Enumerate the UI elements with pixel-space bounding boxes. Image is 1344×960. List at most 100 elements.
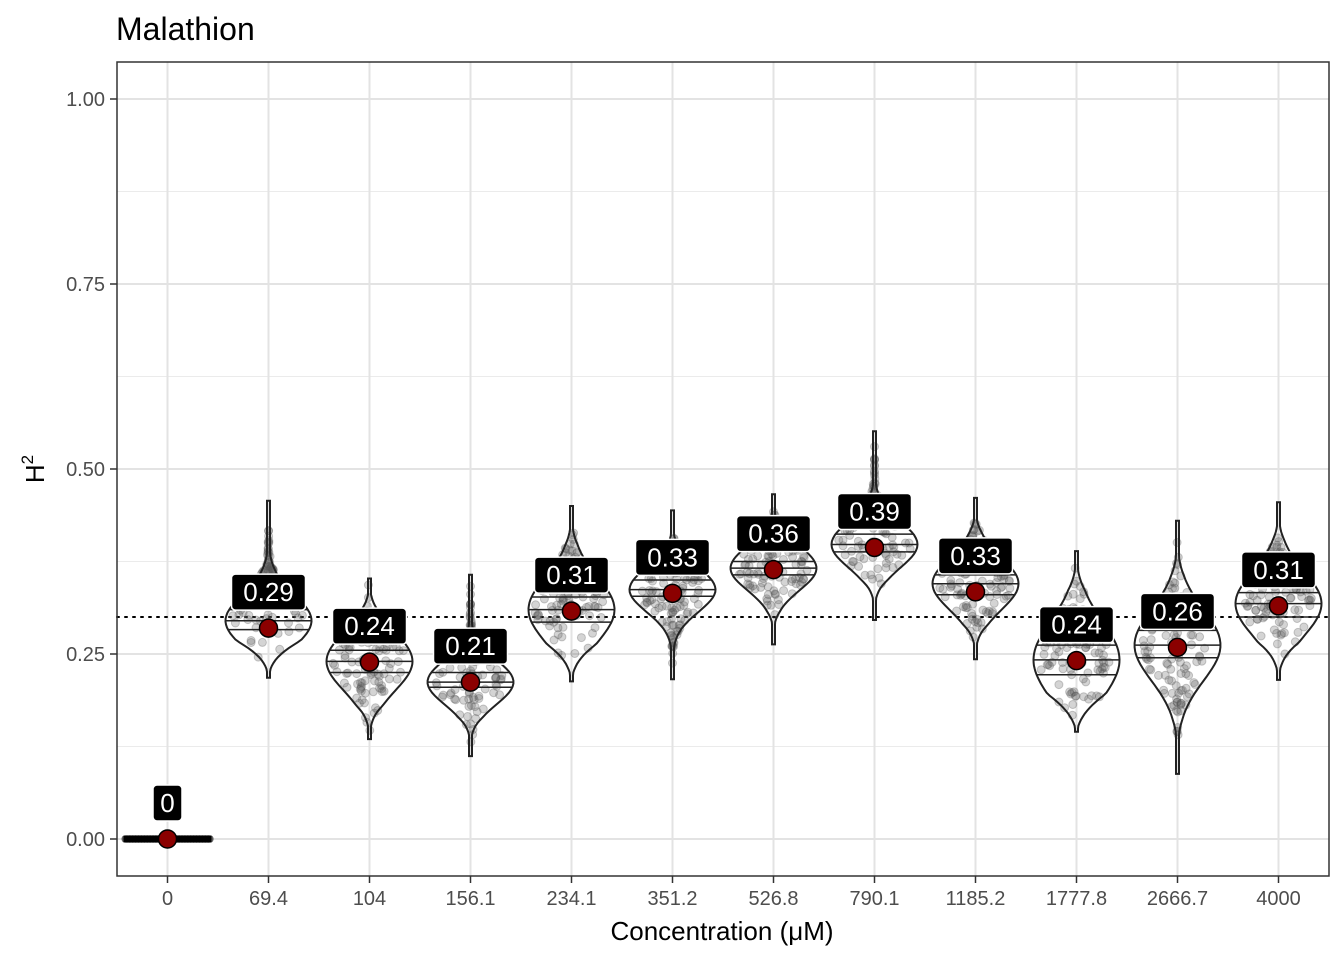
mean-label-box: [836, 492, 913, 531]
data-point: [1146, 665, 1156, 675]
data-point: [1004, 576, 1014, 585]
mean-label: 0.26: [1152, 596, 1203, 626]
data-point: [881, 563, 891, 573]
x-axis-label: Concentration (μM): [610, 916, 833, 946]
data-point: [1170, 578, 1180, 588]
data-point: [762, 594, 772, 604]
data-point: [492, 681, 502, 691]
data-point: [1167, 688, 1177, 698]
mean-point: [1066, 650, 1087, 671]
data-point: [874, 573, 884, 583]
data-point: [1256, 631, 1266, 641]
data-point: [437, 692, 447, 702]
data-point: [668, 658, 677, 668]
data-point: [668, 620, 678, 630]
data-point: [988, 607, 998, 617]
data-point: [558, 622, 568, 632]
data-point: [766, 600, 776, 610]
data-point: [1276, 630, 1286, 640]
data-point: [791, 579, 801, 589]
data-point: [749, 569, 759, 579]
data-point: [1272, 639, 1282, 649]
data-point: [585, 611, 594, 621]
data-point: [1182, 692, 1192, 702]
data-point: [1184, 671, 1194, 680]
data-point: [654, 603, 664, 613]
data-point: [275, 644, 285, 654]
data-point: [1138, 636, 1148, 645]
data-point: [243, 615, 253, 625]
data-point: [1070, 691, 1080, 701]
data-point: [495, 690, 505, 700]
data-point: [1176, 686, 1186, 696]
data-point: [940, 592, 950, 602]
data-point: [763, 582, 773, 592]
data-point: [375, 683, 385, 693]
data-point: [961, 603, 971, 613]
data-point: [984, 606, 994, 616]
data-point: [762, 596, 772, 606]
data-point: [553, 630, 563, 640]
data-point: [547, 602, 556, 612]
x-tick-label: 156.1: [445, 888, 495, 910]
data-point: [1097, 664, 1107, 674]
data-point: [257, 637, 267, 647]
data-point: [976, 617, 986, 627]
data-point: [640, 600, 650, 610]
data-point: [888, 563, 898, 572]
data-point: [1245, 617, 1255, 627]
y-tick-label: 0.50: [66, 459, 105, 481]
data-point: [770, 590, 780, 599]
data-point: [553, 623, 563, 633]
x-tick-label: 2666.7: [1147, 888, 1208, 910]
data-point: [590, 602, 600, 612]
data-point: [379, 644, 389, 654]
data-point: [588, 628, 597, 638]
data-point: [446, 688, 456, 698]
data-point: [1305, 601, 1315, 611]
data-point: [642, 597, 652, 607]
data-point: [570, 649, 580, 658]
data-point: [873, 564, 883, 574]
data-point: [1181, 683, 1191, 693]
data-point: [972, 614, 982, 624]
data-point: [743, 579, 753, 589]
data-point: [997, 582, 1007, 592]
data-point: [466, 589, 475, 599]
data-point: [360, 676, 370, 686]
data-point: [451, 695, 461, 705]
mean-label-box: [432, 627, 509, 665]
data-point: [736, 569, 746, 579]
data-point: [465, 600, 475, 609]
data-point: [1274, 617, 1284, 627]
mean-point: [1268, 596, 1289, 616]
data-point: [650, 606, 660, 616]
data-point: [1164, 675, 1174, 685]
data-point: [1248, 591, 1258, 601]
x-tick-label: 1777.8: [1046, 888, 1107, 910]
data-point: [1272, 540, 1282, 550]
mean-point: [1167, 637, 1188, 658]
data-point: [959, 602, 968, 612]
data-point: [672, 574, 682, 584]
data-point: [1090, 648, 1100, 658]
data-point: [332, 667, 342, 677]
data-point: [567, 546, 577, 556]
data-point: [1176, 698, 1186, 708]
data-point: [1172, 706, 1181, 716]
x-tick-label: 526.8: [748, 888, 798, 910]
violin-outline: [224, 499, 313, 679]
data-point: [1172, 697, 1182, 707]
data-point: [757, 578, 767, 588]
data-point: [1272, 628, 1282, 638]
data-point: [870, 442, 879, 452]
data-point: [205, 835, 214, 843]
data-point: [1176, 700, 1186, 710]
data-point: [1068, 589, 1078, 599]
data-point: [356, 678, 365, 687]
data-point: [246, 638, 256, 647]
data-point: [868, 574, 877, 584]
data-point: [1139, 641, 1149, 651]
data-point: [480, 684, 490, 694]
